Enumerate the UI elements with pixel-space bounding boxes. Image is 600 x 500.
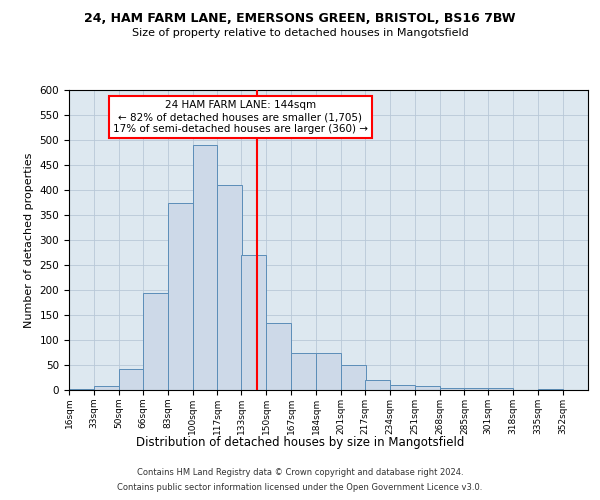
Bar [94, 386, 119, 390]
Bar [266, 322, 291, 390]
Bar [143, 292, 167, 390]
Bar [241, 255, 266, 390]
Bar [291, 352, 316, 390]
Text: 24 HAM FARM LANE: 144sqm
← 82% of detached houses are smaller (1,705)
17% of sem: 24 HAM FARM LANE: 144sqm ← 82% of detach… [113, 100, 368, 134]
Bar [341, 365, 366, 390]
Bar [538, 389, 563, 390]
Y-axis label: Number of detached properties: Number of detached properties [24, 152, 34, 328]
Bar [389, 385, 415, 390]
Bar [217, 185, 242, 390]
Text: Distribution of detached houses by size in Mangotsfield: Distribution of detached houses by size … [136, 436, 464, 449]
Text: Contains HM Land Registry data © Crown copyright and database right 2024.: Contains HM Land Registry data © Crown c… [137, 468, 463, 477]
Bar [440, 388, 464, 390]
Bar [464, 388, 490, 390]
Bar [316, 352, 341, 390]
Bar [69, 388, 94, 390]
Bar [415, 386, 440, 390]
Bar [119, 369, 144, 390]
Bar [365, 380, 389, 390]
Bar [193, 145, 217, 390]
Text: Contains public sector information licensed under the Open Government Licence v3: Contains public sector information licen… [118, 483, 482, 492]
Text: 24, HAM FARM LANE, EMERSONS GREEN, BRISTOL, BS16 7BW: 24, HAM FARM LANE, EMERSONS GREEN, BRIST… [84, 12, 516, 26]
Bar [488, 388, 513, 390]
Text: Size of property relative to detached houses in Mangotsfield: Size of property relative to detached ho… [131, 28, 469, 38]
Bar [167, 202, 193, 390]
